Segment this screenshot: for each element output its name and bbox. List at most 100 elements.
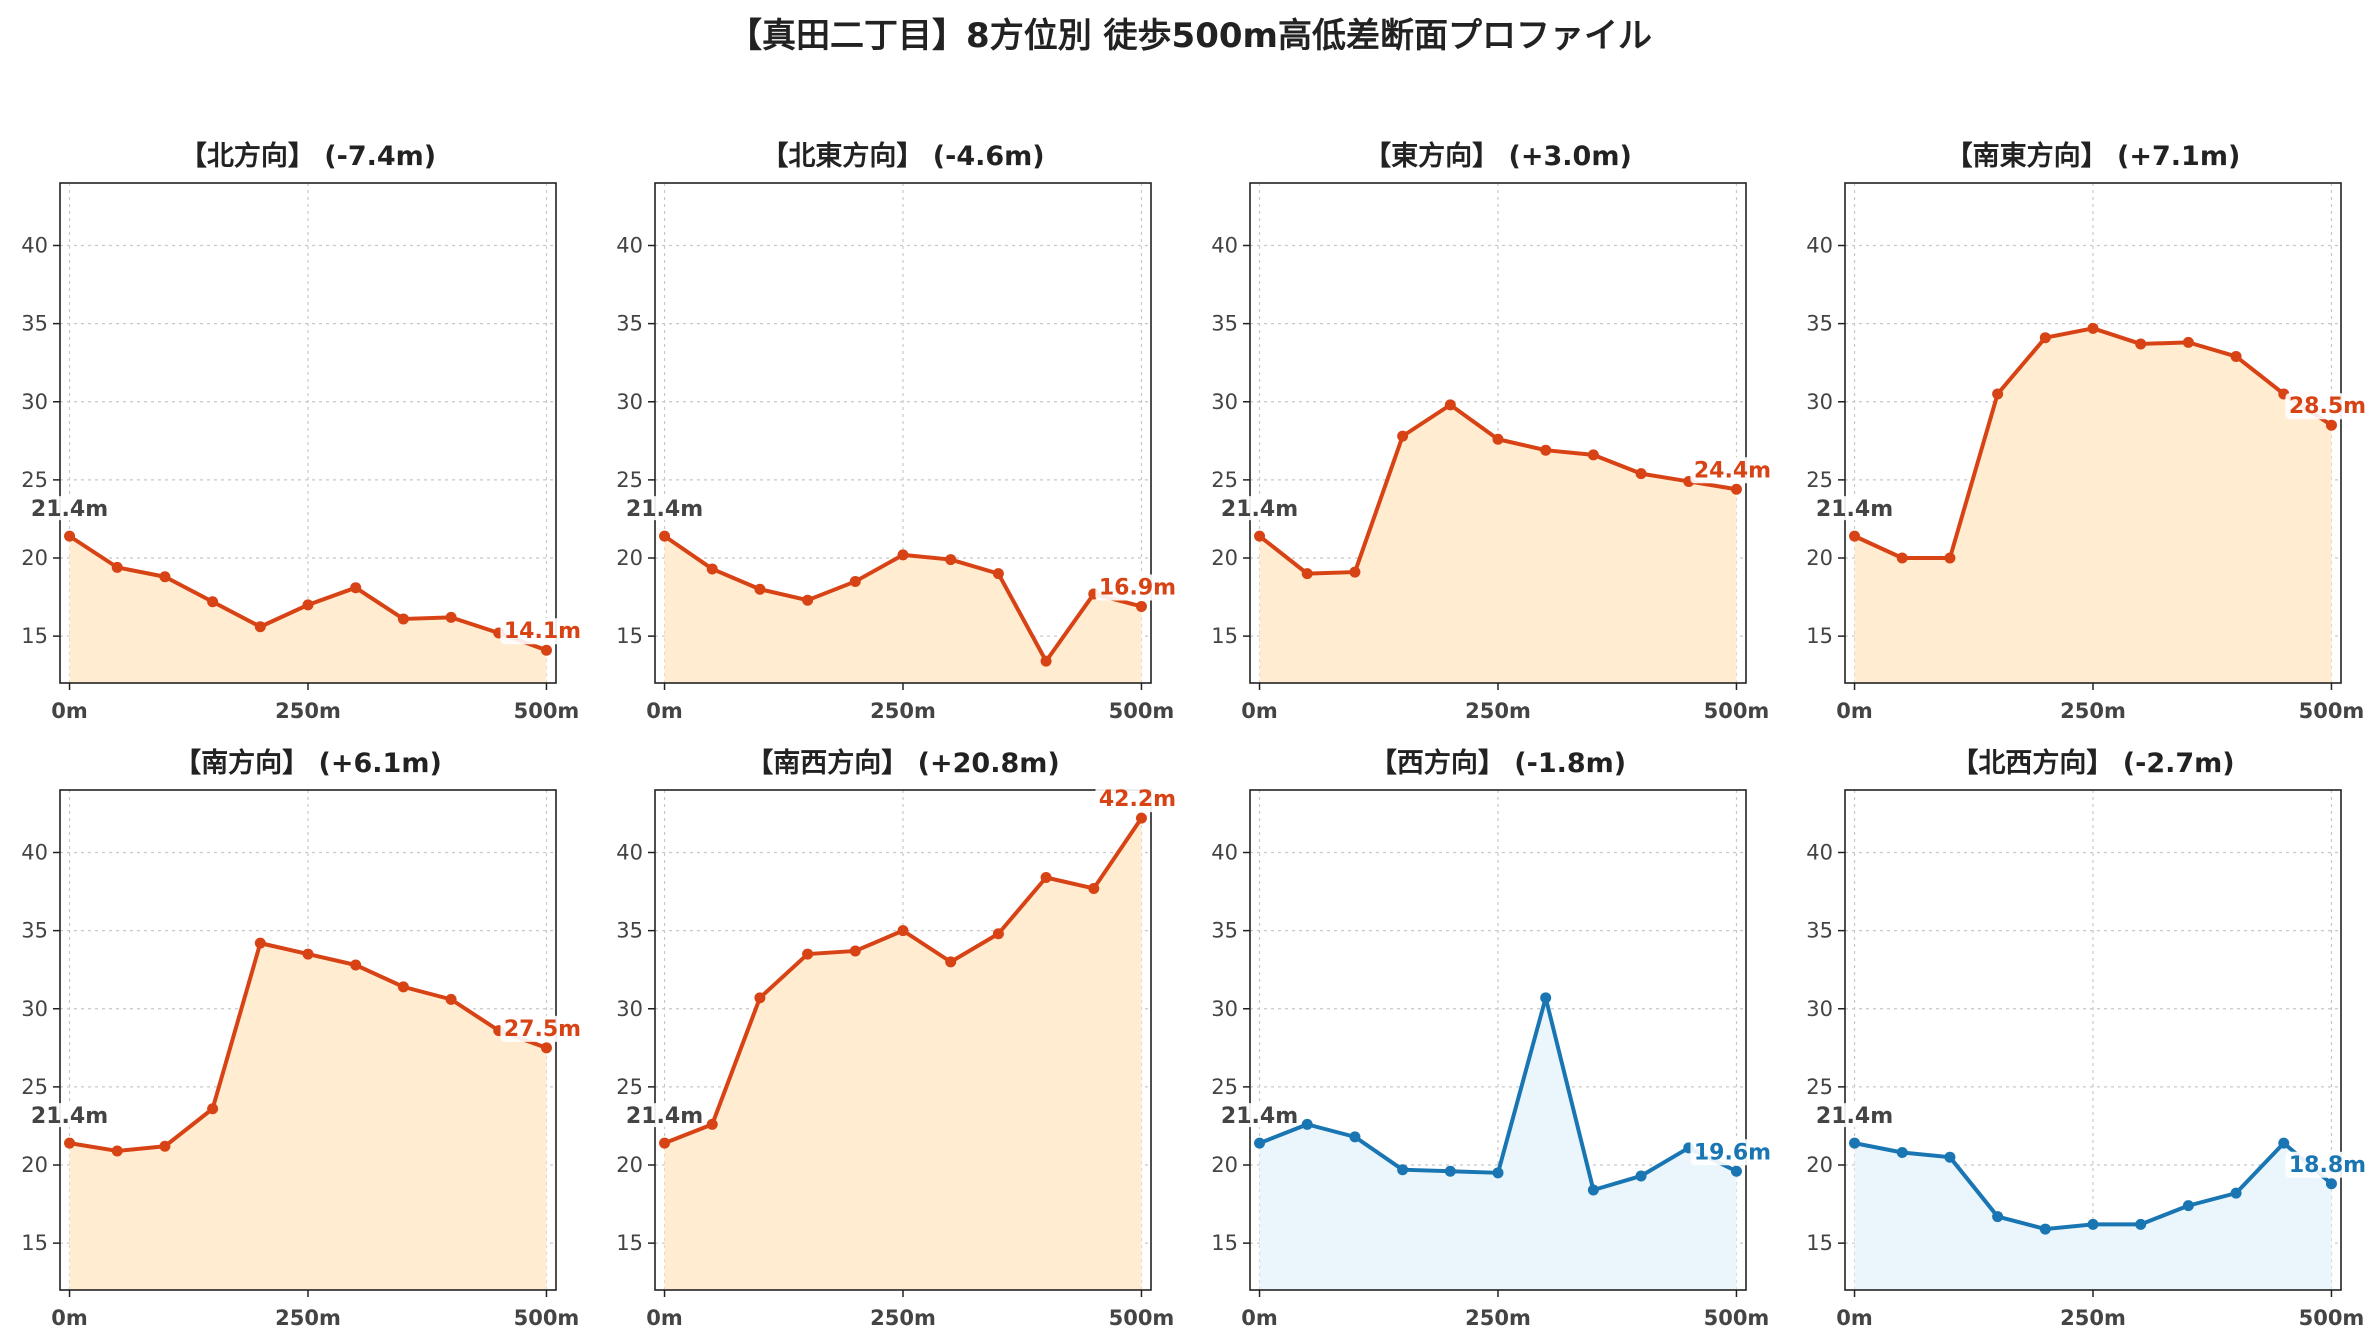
data-point <box>992 928 1004 940</box>
data-point <box>1254 1137 1266 1149</box>
y-tick-label: 40 <box>616 234 643 258</box>
start-label-bg <box>1221 496 1298 521</box>
data-point <box>2325 1178 2337 1190</box>
subplot-title: 【北西方向】 (-2.7m) <box>1951 747 2234 779</box>
end-elevation-label: 18.8m <box>2289 1153 2366 1178</box>
data-point <box>945 956 957 968</box>
end-label-bg <box>1690 1139 1775 1166</box>
data-point <box>849 575 861 587</box>
data-point <box>1730 483 1742 495</box>
end-label-bg <box>2285 393 2370 420</box>
start-elevation-label: 21.4m <box>31 1104 108 1129</box>
data-point <box>2230 1187 2242 1199</box>
data-point <box>159 1140 171 1152</box>
y-tick-label: 35 <box>1806 312 1833 336</box>
data-point <box>350 582 362 594</box>
data-point <box>1944 1151 1956 1163</box>
data-point <box>159 571 171 583</box>
end-elevation-label: 24.4m <box>1694 458 1771 483</box>
plot-frame <box>654 789 1152 1291</box>
start-elevation-label: 21.4m <box>626 497 703 522</box>
data-point <box>2230 350 2242 362</box>
subplot-title: 【西方向】 (-1.8m) <box>1370 747 1626 779</box>
data-point <box>540 1042 552 1054</box>
y-tick-label: 30 <box>616 390 643 414</box>
data-point <box>1444 399 1456 411</box>
y-tick-label: 35 <box>21 312 48 336</box>
y-tick-label: 20 <box>21 1153 48 1177</box>
plot-frame <box>1844 789 2342 1291</box>
data-point <box>802 594 814 606</box>
start-label-bg <box>1816 496 1893 521</box>
y-tick-label: 40 <box>21 841 48 865</box>
y-tick-label: 40 <box>1806 234 1833 258</box>
plot-frame <box>654 182 1152 684</box>
y-tick-label: 40 <box>21 234 48 258</box>
x-tick-label: 500m <box>2299 1306 2365 1330</box>
data-point <box>1349 1131 1361 1143</box>
y-tick-label: 15 <box>616 1231 643 1255</box>
data-point <box>2182 1200 2194 1212</box>
y-tick-label: 35 <box>21 919 48 943</box>
data-point <box>1349 566 1361 578</box>
x-tick-label: 250m <box>870 1306 936 1330</box>
data-point <box>2182 336 2194 348</box>
y-tick-label: 15 <box>21 624 48 648</box>
area-fill <box>664 818 1142 1290</box>
x-tick-label: 250m <box>1465 1306 1531 1330</box>
data-point <box>659 530 671 542</box>
data-point <box>992 568 1004 580</box>
y-tick-label: 35 <box>1211 919 1238 943</box>
y-tick-label: 20 <box>616 546 643 570</box>
start-label-bg <box>31 496 108 521</box>
data-point <box>2325 419 2337 431</box>
data-point <box>302 948 314 960</box>
data-point <box>64 1137 76 1149</box>
data-point <box>540 644 552 656</box>
y-tick-label: 25 <box>21 1075 48 1099</box>
y-tick-label: 25 <box>1211 468 1238 492</box>
data-point <box>2087 322 2099 334</box>
x-tick-label: 500m <box>1109 1306 1175 1330</box>
x-tick-label: 500m <box>514 699 580 723</box>
y-tick-label: 15 <box>616 624 643 648</box>
x-tick-label: 0m <box>1241 1306 1278 1330</box>
y-tick-label: 30 <box>1211 390 1238 414</box>
start-elevation-label: 21.4m <box>1816 497 1893 522</box>
x-tick-label: 0m <box>1241 699 1278 723</box>
subplot-title: 【南方向】 (+6.1m) <box>174 747 442 779</box>
data-point <box>897 925 909 937</box>
data-point <box>1135 600 1147 612</box>
subplot-title: 【北方向】 (-7.4m) <box>180 140 436 172</box>
x-tick-label: 0m <box>646 1306 683 1330</box>
data-point <box>1635 1170 1647 1182</box>
data-point <box>659 1137 671 1149</box>
data-point <box>2278 1137 2290 1149</box>
y-tick-label: 30 <box>21 390 48 414</box>
data-point <box>1540 444 1552 456</box>
y-tick-label: 15 <box>1806 1231 1833 1255</box>
y-tick-label: 25 <box>21 468 48 492</box>
data-point <box>1849 1137 1861 1149</box>
data-point <box>397 981 409 993</box>
plot-frame <box>1249 789 1747 1291</box>
y-tick-label: 25 <box>1211 1075 1238 1099</box>
data-point <box>64 530 76 542</box>
start-elevation-label: 21.4m <box>1816 1104 1893 1129</box>
y-tick-label: 40 <box>1211 234 1238 258</box>
subplot-3: 【東方向】 (+3.0m) 15 20 25 30 35 40 0m 250m 500m 21.4m… <box>1211 140 1775 723</box>
data-point <box>1088 882 1100 894</box>
y-tick-label: 20 <box>1806 1153 1833 1177</box>
x-tick-label: 0m <box>51 699 88 723</box>
data-point <box>1587 1184 1599 1196</box>
data-point <box>1301 568 1313 580</box>
y-tick-label: 25 <box>616 1075 643 1099</box>
subplot-title: 【南西方向】 (+20.8m) <box>746 747 1059 779</box>
y-tick-label: 15 <box>1211 1231 1238 1255</box>
x-tick-label: 250m <box>275 699 341 723</box>
x-tick-label: 250m <box>870 699 936 723</box>
plot-frame <box>59 182 557 684</box>
data-point <box>2039 1223 2051 1235</box>
y-tick-label: 15 <box>21 1231 48 1255</box>
